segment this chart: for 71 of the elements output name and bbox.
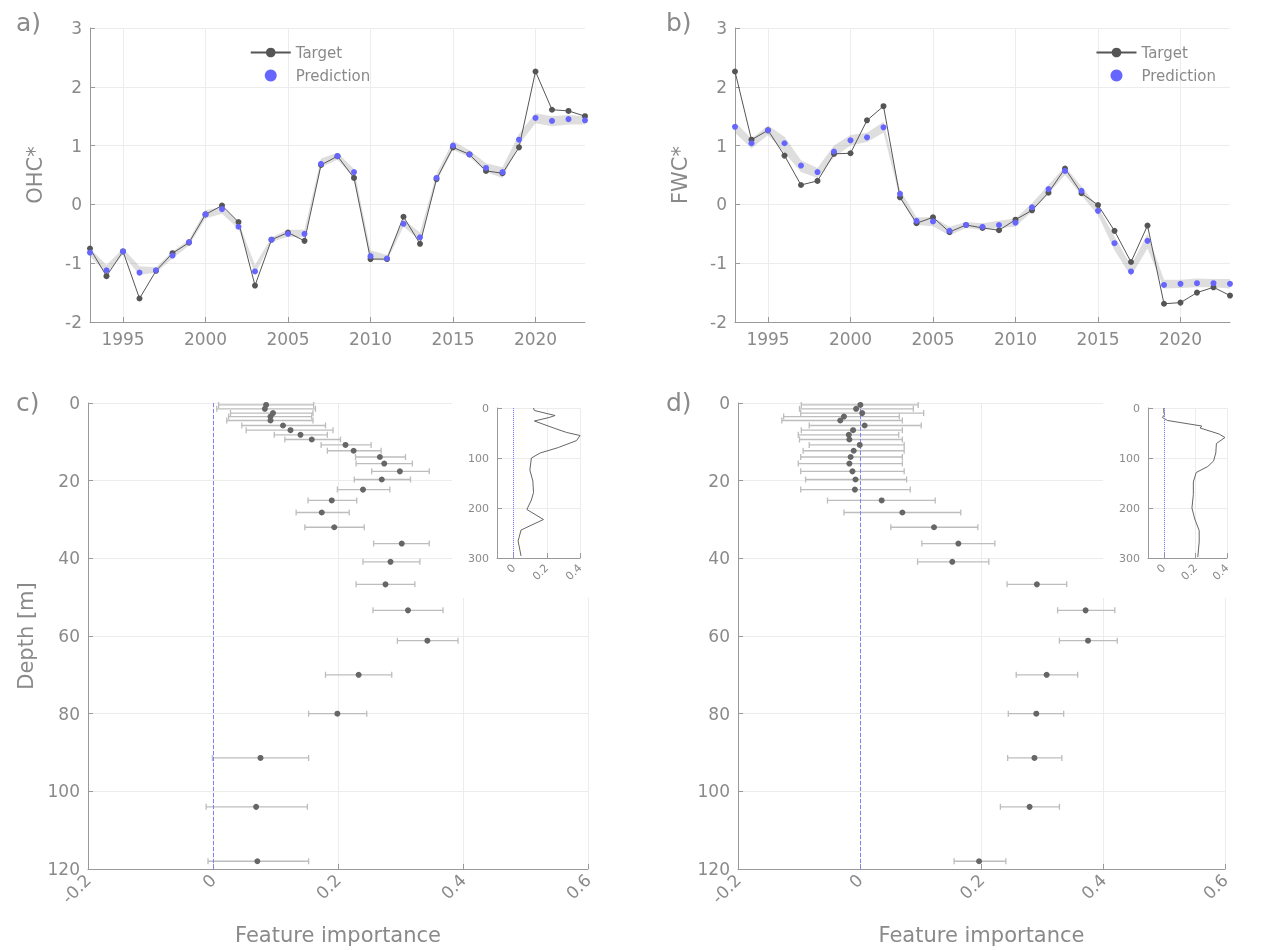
y-tick-label: 300	[468, 551, 489, 565]
legend-label: Target	[1140, 43, 1189, 62]
x-tick-label: 0	[198, 869, 221, 892]
y-axis-title: FWC*	[667, 145, 692, 205]
text: d)	[666, 388, 692, 417]
x-tick-label: 2005	[266, 328, 310, 349]
x-tick-label: 2020	[513, 328, 558, 349]
y-tick-label: 100	[1119, 451, 1140, 465]
y-tick-label: 40	[58, 548, 80, 569]
y-tick-label: 0	[719, 393, 730, 413]
y-tick-label: 0	[69, 393, 80, 413]
x-tick-label: 0.4	[563, 561, 585, 583]
y-tick-label: 0	[716, 194, 727, 215]
x-tick-label: 0	[845, 869, 867, 892]
y-tick-label: 100	[697, 781, 730, 802]
y-tick-label: 200	[468, 501, 489, 515]
x-tick-label: 2000	[828, 328, 873, 349]
x-tick-label: 2020	[1158, 328, 1203, 349]
x-tick-label: 0.6	[1198, 869, 1233, 904]
x-tick-label: 2010	[993, 328, 1038, 349]
text: b)	[666, 8, 692, 37]
x-tick-label: 0	[1154, 561, 1169, 576]
x-tick-label: 0.2	[1178, 561, 1200, 583]
text: c)	[16, 388, 40, 417]
x-tick-label: 2005	[911, 328, 955, 349]
y-tick-label: 20	[708, 470, 730, 491]
legend-label: Target	[294, 43, 343, 62]
x-tick-label: 2010	[348, 328, 393, 349]
x-tick-label: 2000	[183, 328, 228, 349]
legend-label: Prediction	[1141, 66, 1217, 85]
y-tick-label: -1	[65, 253, 82, 274]
x-tick-label: 2015	[1076, 328, 1120, 349]
y-tick-label: 100	[468, 451, 489, 465]
y-tick-label: 80	[708, 703, 730, 724]
y-tick-label: 300	[1119, 551, 1140, 565]
y-tick-label: 60	[58, 626, 80, 646]
x-tick-label: 1995	[746, 328, 790, 349]
y-tick-label: 0	[482, 401, 489, 415]
y-tick-label: 200	[1119, 501, 1140, 515]
x-tick-label: 0.4	[436, 869, 471, 904]
x-tick-label: 0.6	[561, 869, 596, 904]
y-tick-label: 100	[47, 781, 80, 802]
y-tick-label: -1	[710, 253, 727, 274]
y-tick-label: 1	[71, 135, 82, 156]
legend-label: Prediction	[295, 66, 371, 85]
y-tick-label: -2	[710, 312, 727, 332]
y-tick-label: 20	[58, 470, 80, 491]
x-tick-label: 0.2	[955, 869, 989, 904]
y-tick-label: 60	[708, 626, 730, 646]
x-axis-title: Feature importance	[878, 922, 1085, 947]
y-tick-label: 3	[716, 18, 727, 38]
x-tick-label: 0	[504, 561, 519, 576]
y-tick-label: -2	[65, 312, 82, 332]
text: a)	[16, 8, 42, 37]
x-tick-label: 2015	[431, 328, 475, 349]
y-tick-label: 40	[708, 548, 730, 569]
x-tick-label: 0.4	[1210, 561, 1232, 583]
x-tick-label: 0.2	[311, 869, 346, 904]
x-axis-title: Feature importance	[234, 922, 442, 947]
y-tick-label: 2	[71, 76, 82, 97]
y-tick-label: 0	[1133, 401, 1140, 415]
y-tick-label: 2	[716, 76, 727, 97]
x-tick-label: 0.2	[529, 561, 552, 583]
y-axis-title: Depth [m]	[14, 582, 39, 690]
y-tick-label: 80	[58, 703, 80, 724]
y-axis-title: OHC*	[22, 146, 47, 204]
x-tick-label: 1995	[101, 328, 145, 349]
x-tick-label: 0.4	[1077, 869, 1111, 904]
y-tick-label: 0	[71, 194, 82, 215]
y-tick-label: 1	[716, 135, 727, 156]
y-tick-label: 3	[71, 18, 82, 38]
